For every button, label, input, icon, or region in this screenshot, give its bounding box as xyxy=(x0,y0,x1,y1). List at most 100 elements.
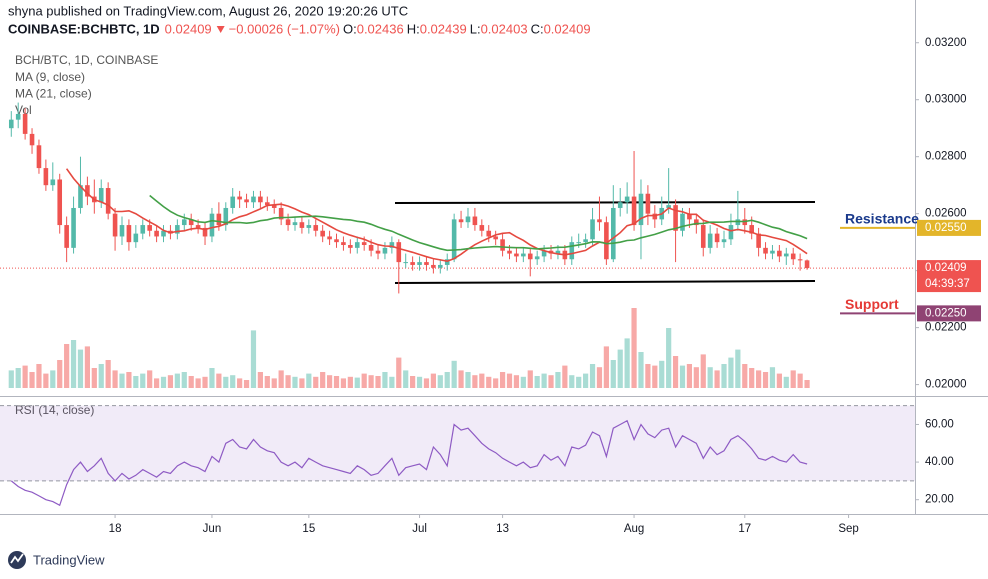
volume-bar xyxy=(700,354,706,388)
volume-bar xyxy=(493,378,499,388)
y-tick-label: 0.02000 xyxy=(925,379,967,391)
volume-bar xyxy=(292,376,298,388)
candle-body xyxy=(756,233,761,248)
level-label: 0.02550 xyxy=(925,222,967,234)
volume-bar xyxy=(555,372,561,388)
candle-body xyxy=(209,213,215,237)
volume-bar xyxy=(804,380,810,388)
publisher: shyna published on TradingView.com, Augu… xyxy=(8,3,408,18)
candle-body xyxy=(348,245,353,248)
volume-bar xyxy=(728,357,734,388)
volume-bar xyxy=(84,346,90,388)
candle-body xyxy=(71,207,76,248)
candle-body xyxy=(694,219,699,226)
x-tick-label: Sep xyxy=(838,523,858,535)
volume-bar xyxy=(382,372,388,388)
candle-body xyxy=(673,205,678,231)
candle-body xyxy=(735,219,741,226)
volume-bar xyxy=(375,376,381,388)
volume-bar xyxy=(416,376,423,388)
volume-bar xyxy=(91,368,97,388)
candle-body xyxy=(680,213,685,231)
volume-bar xyxy=(389,376,395,388)
volume-bar xyxy=(153,378,160,388)
candle-body xyxy=(389,242,395,248)
volume-bar xyxy=(64,344,70,388)
ohlc-label: C: xyxy=(531,21,544,36)
volume-bar xyxy=(686,364,693,388)
candle-body xyxy=(617,202,623,208)
volume-bar xyxy=(506,373,513,388)
candle-body xyxy=(479,225,485,231)
volume-bar xyxy=(499,372,506,388)
volume-bar xyxy=(451,360,457,388)
volume-bar xyxy=(105,360,111,388)
volume-bar xyxy=(576,376,582,388)
channel-bottom xyxy=(394,280,816,284)
volume-bar xyxy=(271,378,277,388)
candle-body xyxy=(313,225,319,231)
volume-bar xyxy=(444,372,450,388)
volume-bar xyxy=(742,364,748,388)
last-price-box xyxy=(917,260,981,293)
volume-bar xyxy=(458,370,464,388)
level-label: 0.02250 xyxy=(925,307,967,319)
volume-bar xyxy=(250,330,257,388)
volume-bar xyxy=(527,370,533,388)
level-label-box xyxy=(917,219,981,236)
candle-body xyxy=(486,230,492,237)
volume-bar xyxy=(264,376,270,388)
annotation-text: Support xyxy=(845,296,899,312)
volume-bar xyxy=(195,378,201,388)
volume-bar xyxy=(147,370,153,388)
volume-bar xyxy=(762,372,769,388)
candle-body xyxy=(105,188,111,214)
ohlc-value: 0.02409 xyxy=(544,21,591,36)
volume-bar xyxy=(652,365,658,388)
y-tick-label: 0.02600 xyxy=(925,208,967,220)
rsi-tick-label: 60.00 xyxy=(925,418,954,430)
x-tick-label: 15 xyxy=(302,523,315,535)
candle-body xyxy=(251,196,256,203)
footer-logo xyxy=(8,551,26,569)
volume-bar xyxy=(410,376,416,388)
volume-bar xyxy=(735,349,741,388)
ohlc-value: 0.02439 xyxy=(420,21,467,36)
candle-body xyxy=(299,222,305,228)
last-price-label: 0.02409 xyxy=(925,262,967,274)
volume-bar xyxy=(707,367,713,388)
down-arrow-icon xyxy=(216,26,225,33)
candle-body xyxy=(382,247,388,254)
volume-bar xyxy=(299,378,305,388)
candle-body xyxy=(521,253,526,257)
volume-bar xyxy=(160,376,167,388)
volume-bar xyxy=(29,372,35,388)
candle-body xyxy=(195,225,201,228)
volume-bar xyxy=(672,356,679,388)
candle-body xyxy=(687,213,692,220)
rsi-line xyxy=(10,419,808,507)
candle-body xyxy=(265,202,270,206)
volume-bar xyxy=(8,370,14,388)
candle-body xyxy=(576,242,581,244)
candle-body xyxy=(631,196,637,226)
candle-body xyxy=(216,213,222,226)
x-tick-label: Aug xyxy=(624,523,644,535)
candle-body xyxy=(590,219,595,240)
last-price: 0.02409 xyxy=(165,21,212,36)
x-tick-label: Jul xyxy=(412,523,427,535)
volume-bar xyxy=(569,375,575,388)
volume-bar xyxy=(285,375,291,388)
candle-body xyxy=(514,253,519,257)
moving-average xyxy=(65,168,808,263)
ohlc-label: L: xyxy=(470,21,481,36)
volume-bar xyxy=(645,364,651,388)
candle-body xyxy=(597,219,602,223)
candle-body xyxy=(555,250,561,254)
rsi-band xyxy=(0,405,915,481)
candle-body xyxy=(638,193,644,226)
symbol: COINBASE:BCHBTC, 1D xyxy=(8,21,160,36)
candle-body xyxy=(327,236,332,240)
volume-bar xyxy=(548,375,554,388)
volume-bar xyxy=(776,373,782,388)
